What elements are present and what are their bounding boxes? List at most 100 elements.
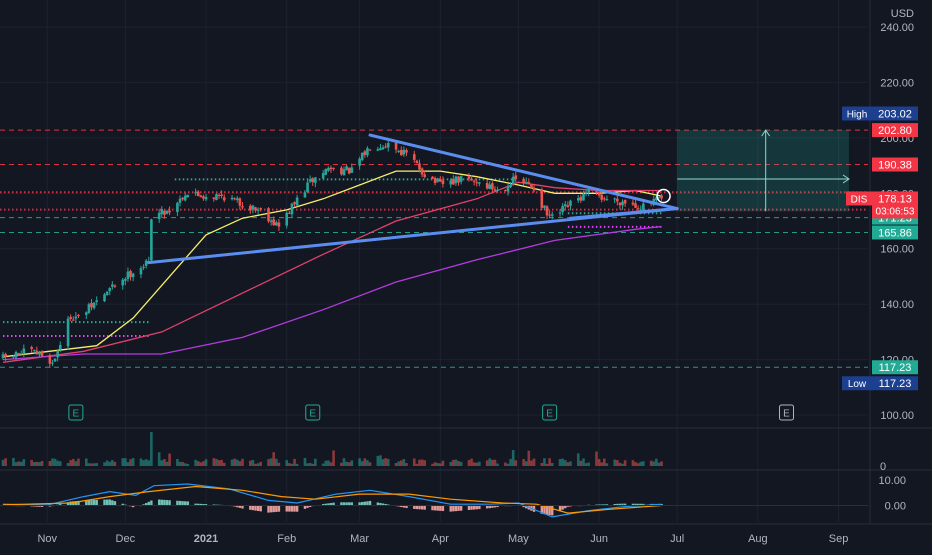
candle-body (566, 205, 570, 208)
price-tick-label: 220.00 (880, 77, 914, 89)
macd-histogram-bar (525, 505, 528, 509)
macd-histogram-bar (329, 502, 333, 506)
volume-bar (160, 460, 164, 466)
candle-body (202, 196, 205, 199)
volume-bar (12, 458, 15, 466)
candle-body (267, 208, 270, 222)
volume-bar (579, 460, 583, 466)
volume-bar (506, 463, 510, 466)
price-label-box[interactable] (872, 123, 918, 138)
volume-bar (399, 460, 403, 466)
volume-bar (381, 459, 385, 466)
candle-body (105, 291, 109, 296)
candle-body (384, 146, 387, 148)
earnings-marker[interactable] (68, 404, 84, 421)
volume-bar (587, 462, 590, 466)
macd-histogram-bar (631, 503, 635, 506)
price-label-box[interactable] (872, 376, 918, 391)
volume-bar (394, 462, 398, 466)
volume-bar (222, 462, 226, 466)
macd-histogram-bar (452, 505, 455, 512)
macd-histogram-bar (238, 505, 242, 508)
volume-bar (30, 459, 33, 466)
candle-body (397, 150, 400, 152)
price-label-value: 117.23 (879, 362, 912, 374)
volume-bar (163, 459, 166, 466)
volume-bar (623, 460, 627, 466)
macd-histogram-bar (277, 505, 281, 512)
volume-bar (532, 458, 536, 466)
volume-bar (58, 461, 62, 466)
volume-bar (491, 459, 494, 466)
trendlines[interactable] (147, 133, 679, 265)
last-price-box[interactable] (872, 191, 918, 219)
highlight-circle[interactable] (656, 188, 671, 204)
macd-histogram-bar (441, 505, 445, 512)
price-label-box[interactable] (872, 360, 918, 375)
volume-bar (204, 459, 208, 466)
price-label-box[interactable] (872, 106, 918, 121)
volume-bar (514, 460, 518, 466)
volume-bar (540, 462, 544, 466)
macd-histogram-bar (342, 502, 346, 506)
candle-body (379, 148, 382, 151)
price-axis[interactable]: 100.00120.00140.00160.00180.00200.00220.… (842, 22, 918, 513)
volume-bar (420, 459, 424, 466)
price-label-name: High (847, 109, 868, 120)
price-tick-label: 140.00 (880, 299, 914, 311)
earnings-marker-label: E (783, 409, 790, 420)
candle-body (290, 203, 294, 215)
candle-body (126, 271, 130, 279)
volume-bar (275, 458, 278, 466)
trendline[interactable] (368, 133, 679, 211)
volume-bar (496, 463, 499, 466)
long-position-tool[interactable] (677, 129, 850, 212)
macd-histogram-bar (459, 505, 463, 511)
candle-body (433, 177, 437, 184)
macd-histogram-bar (108, 499, 111, 506)
volume-bar (449, 461, 453, 466)
candle-body (431, 176, 434, 179)
earnings-marker[interactable] (779, 404, 795, 421)
candle-body (233, 198, 236, 200)
trendline[interactable] (568, 207, 679, 220)
candle-body (558, 212, 562, 214)
candle-body (576, 198, 580, 201)
volume-bar (295, 463, 299, 466)
candle-body (14, 352, 18, 358)
macd-histogram-bar (561, 505, 564, 510)
volume-bar (423, 460, 426, 466)
time-tick-label: Mar (350, 533, 369, 545)
macd-histogram-bar (475, 505, 478, 510)
profit-zone[interactable] (677, 130, 849, 212)
time-tick-label: Aug (748, 533, 768, 545)
candle-body (277, 222, 281, 227)
candle-body (412, 154, 416, 160)
macd-histogram-bar (454, 505, 458, 512)
price-label-box[interactable] (872, 157, 918, 172)
volume-bar (613, 459, 617, 466)
price-label-box[interactable] (872, 225, 918, 240)
volume-bar (522, 459, 525, 466)
candle-body (186, 194, 190, 198)
volume-bar (165, 461, 169, 466)
volume-bar (183, 463, 187, 466)
earnings-marker[interactable] (305, 404, 321, 421)
volume-bar (485, 460, 489, 466)
macd-histogram-bar (345, 502, 348, 506)
currency-label: USD (891, 8, 914, 20)
earnings-marker[interactable] (542, 404, 558, 421)
candle-body (321, 173, 325, 179)
price-tick-label: 100.00 (880, 410, 914, 422)
candle-body (22, 348, 26, 354)
candle-body (634, 203, 637, 208)
candle-body (642, 203, 645, 210)
volume-bar (605, 463, 609, 466)
candle-body (259, 208, 262, 210)
time-axis[interactable]: Nov Dec 2021 Feb Mar Apr May Jun Jul Aug Sep (37, 533, 848, 545)
candle-body (493, 189, 497, 191)
volume-bar (217, 460, 221, 466)
candle-body (38, 352, 41, 355)
